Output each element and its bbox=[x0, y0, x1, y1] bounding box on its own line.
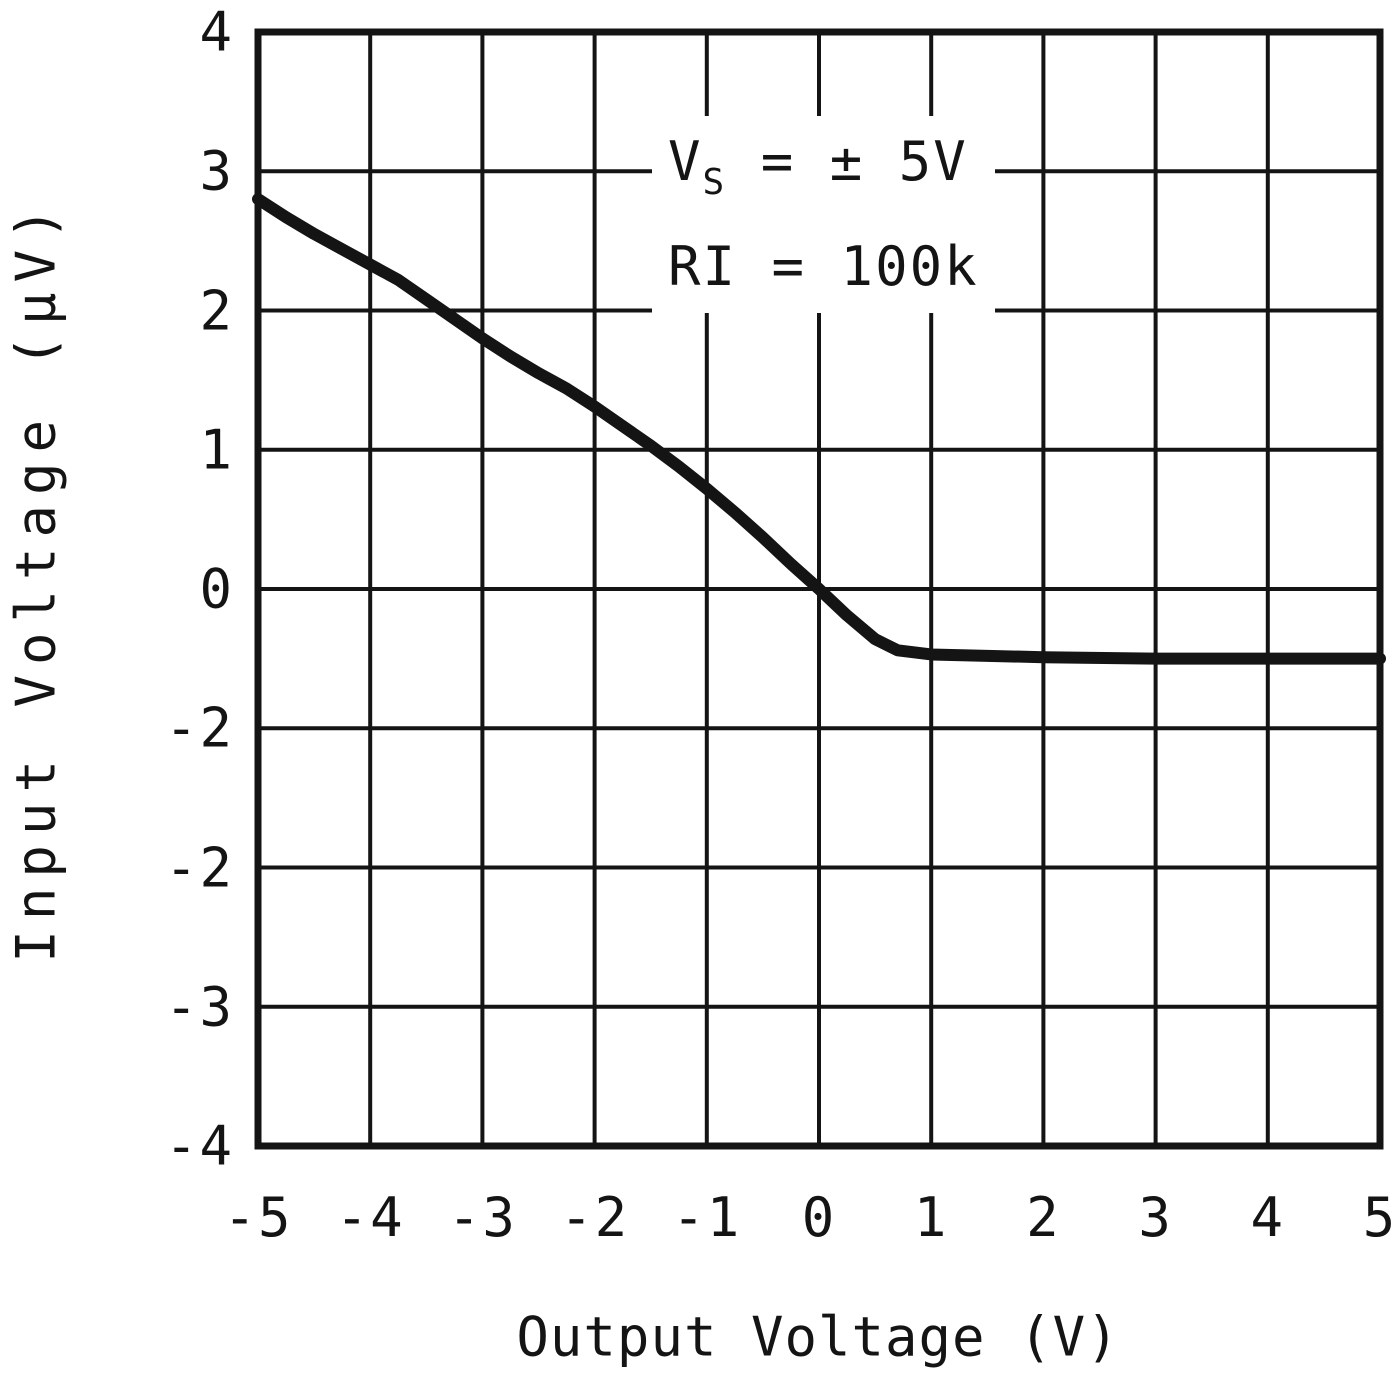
x-tick-label: 0 bbox=[801, 1186, 837, 1249]
x-tick-label: 4 bbox=[1250, 1186, 1286, 1249]
annotation-vs-symbol: V bbox=[668, 130, 703, 193]
conditions-annotation: VS = ± 5V RI = 100k bbox=[652, 116, 995, 313]
y-tick-label: -4 bbox=[164, 1114, 234, 1178]
y-tick-label: -3 bbox=[164, 975, 234, 1039]
x-tick-label: 5 bbox=[1362, 1186, 1398, 1249]
y-tick-label: 1 bbox=[199, 418, 234, 482]
y-axis-title: Input Voltage (µV) bbox=[4, 197, 68, 963]
x-tick-label: -4 bbox=[335, 1186, 405, 1249]
plot-frame bbox=[254, 28, 1384, 1150]
y-tick-label: -2 bbox=[164, 696, 234, 760]
data-curve-input-voltage-vs-output-voltage bbox=[252, 193, 1386, 665]
x-tick-label: -2 bbox=[560, 1186, 630, 1249]
y-tick-label: 0 bbox=[199, 557, 234, 621]
annotation-load-resistance-line: RI = 100k bbox=[668, 235, 979, 298]
x-tick-label: -5 bbox=[223, 1186, 293, 1249]
annotation-vs-value: = ± 5V bbox=[726, 130, 968, 193]
x-tick-label: 3 bbox=[1138, 1186, 1173, 1249]
x-tick-label: -1 bbox=[672, 1186, 742, 1249]
x-tick-label: -3 bbox=[447, 1186, 517, 1249]
x-tick-label: 2 bbox=[1026, 1186, 1061, 1249]
x-tick-label: 1 bbox=[913, 1186, 949, 1249]
y-tick-label: 2 bbox=[199, 279, 234, 342]
annotation-supply-voltage-line: VS = ± 5V bbox=[668, 120, 979, 225]
y-tick-label: 4 bbox=[199, 0, 234, 64]
y-tick-label: -2 bbox=[164, 836, 234, 899]
x-axis-title: Output Voltage (V) bbox=[516, 1305, 1120, 1369]
annotation-vs-subscript: S bbox=[702, 162, 727, 203]
y-tick-label: 3 bbox=[199, 139, 234, 203]
